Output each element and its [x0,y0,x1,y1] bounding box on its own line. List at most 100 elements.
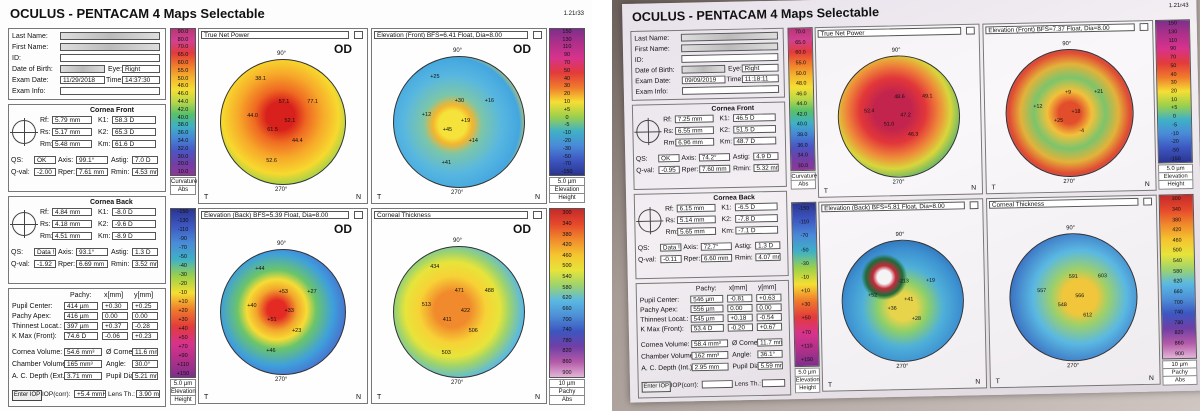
scale-label: 30.0 [177,153,189,160]
axis-label: T [823,187,829,195]
scale-label: +70 [178,343,188,350]
field-label: Last Name: [12,33,48,40]
field-label: QS: [11,249,24,256]
scale-label: 900 [1174,350,1184,357]
map-dropdown [1139,23,1149,31]
field-label: Eye: [728,65,742,73]
patient-box [8,28,166,100]
scale-footer: Abs [170,185,196,195]
map-value: 566 [1075,293,1085,300]
scale-label: -20 [179,281,187,288]
section-heading: Cornea Front [711,105,755,113]
scale-label: -50 [179,254,187,261]
map-dropdown [354,211,363,219]
field-box: 3.71 mm [64,372,102,380]
field-label: Chamber Volume: [640,352,696,361]
field-box: 7.60 mm [699,164,731,174]
field-label: Q-val: [11,169,30,176]
map-value: 44.4 [291,137,303,144]
field-label: Km: [98,141,111,148]
field-label: Astig: [732,153,750,161]
axis-label: 90° [895,231,905,238]
field-label: Exam Date: [635,77,671,86]
eye-label: OD [334,222,352,236]
field-box: Right [741,63,779,73]
map-value: +36 [887,305,897,312]
color-scale [549,28,585,176]
field-label: Time: [106,77,124,84]
scale-label: -40 [179,263,187,270]
field-label: ID: [634,56,644,64]
scale-label: 10 [563,99,571,105]
scale-label: -150 [177,209,189,216]
scale-label: +30 [178,316,188,323]
axis-label: 90° [453,48,463,54]
scale-label: -10 [179,290,187,296]
map-value: 612 [1083,312,1093,319]
field-box: 36.1° [757,349,783,359]
map-value: 52.6 [266,158,277,165]
scale-label: 500 [562,263,572,270]
map-value: +21 [1094,88,1104,95]
scale-label: +50 [178,334,188,341]
scale-footer: Height [1158,179,1194,190]
eye-label: OD [513,222,531,236]
field-label: Pupil Center: [639,296,680,305]
scale-label: -70 [179,245,187,252]
color-scale [787,27,816,172]
scale-label: -30 [179,272,187,279]
scale-label: 300 [562,210,572,217]
scale-label: -130 [177,218,189,225]
map-dropdown [354,31,363,39]
field-box: -0.28 [132,322,158,330]
map-dropdown [533,31,542,39]
scale-label: 740 [1174,309,1184,316]
field-box: 165 mm³ [64,360,102,368]
scale-label: 860 [562,359,572,366]
photo-background: OCULUS - PENTACAM 4 Maps Selectable 1.21r… [612,0,1200,411]
scale-label: 150 [1168,20,1178,27]
map-value: 44.0 [247,112,258,119]
scale-label: 500 [1172,247,1182,254]
scale-label: 50 [1170,63,1177,70]
field-label: Cornea Volume: [640,341,690,350]
field-box: -7.8 D [735,214,778,223]
scale-label: -150 [1169,155,1181,162]
field-label: Angle: [106,361,126,368]
scale-label: +20 [178,307,188,314]
field-box: 5.48 mm [52,140,92,148]
scale-label: 70.0 [794,29,806,36]
scale-label: +10 [800,288,811,295]
field-box: 0.00 [132,312,158,320]
field-box: -0.06 [102,332,128,340]
scale-label: 48.0 [795,80,807,87]
scale-label: 420 [1172,227,1182,234]
scale-label: 20.0 [177,161,189,168]
map-dropdown [965,26,975,35]
field-box: +0.23 [132,332,158,340]
scale-label: +150 [176,370,190,377]
field-box: 54.6 mm³ [64,348,102,356]
field-box: 4.51 mm [52,232,92,240]
field-box [60,43,160,51]
field-label: Rmin: [111,169,130,176]
field-label: IOP(corr): [670,381,699,390]
field-label: Rs: [40,221,51,228]
scale-label: 70.0 [177,44,189,51]
field-box: 6.60 mm [700,253,733,263]
map-value: 471 [454,288,464,295]
scale-label: -70 [800,233,809,240]
field-label: Rf: [665,205,674,213]
field-label: Rf: [40,209,49,216]
field-box: 6.55 mm [675,126,714,135]
field-box: 58.4 mm³ [691,339,729,348]
axis-label: 270° [892,179,905,186]
color-scale [170,208,196,378]
scale-label: 700 [562,316,572,323]
field-label: K2: [98,129,109,136]
field-box: 5.79 mm [52,116,92,124]
scale-label: 20 [563,91,571,98]
field-box: 3.90 mm [136,390,160,398]
field-box: 7.0 D [132,156,158,164]
axis-label: 270° [275,187,288,193]
